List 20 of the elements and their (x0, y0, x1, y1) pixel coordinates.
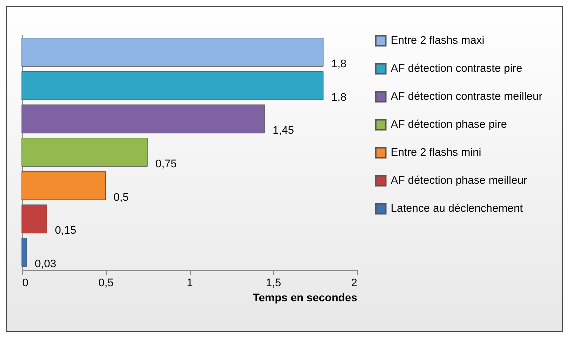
data-label: 1,45 (272, 125, 294, 138)
legend-label: AF détection phase pire (391, 119, 508, 131)
data-label: 1,8 (332, 92, 347, 104)
x-axis-title: Temps en secondes (253, 292, 358, 304)
x-tick-label: 2 (351, 278, 358, 290)
x-tick-label: 1 (186, 278, 194, 290)
legend-label: Entre 2 flashs mini (391, 147, 482, 159)
x-tick-label: 1,5 (266, 278, 282, 290)
legend-label: Latence au déclenchement (391, 203, 524, 215)
data-label: 0,15 (55, 225, 77, 238)
legend-label: AF détection contraste meilleur (391, 91, 543, 103)
legend-label: AF détection contraste pire (391, 63, 522, 75)
data-label: 0,03 (35, 258, 56, 270)
data-label: 0,5 (114, 192, 130, 204)
x-tick-label: 0 (22, 278, 29, 290)
data-label: 0,75 (156, 158, 178, 170)
data-label: 1,8 (332, 58, 347, 70)
legend-label: Entre 2 flashs maxi (391, 35, 485, 47)
legend-label: AF détection phase meilleur (391, 175, 528, 187)
x-tick-label: 0,5 (98, 278, 114, 290)
